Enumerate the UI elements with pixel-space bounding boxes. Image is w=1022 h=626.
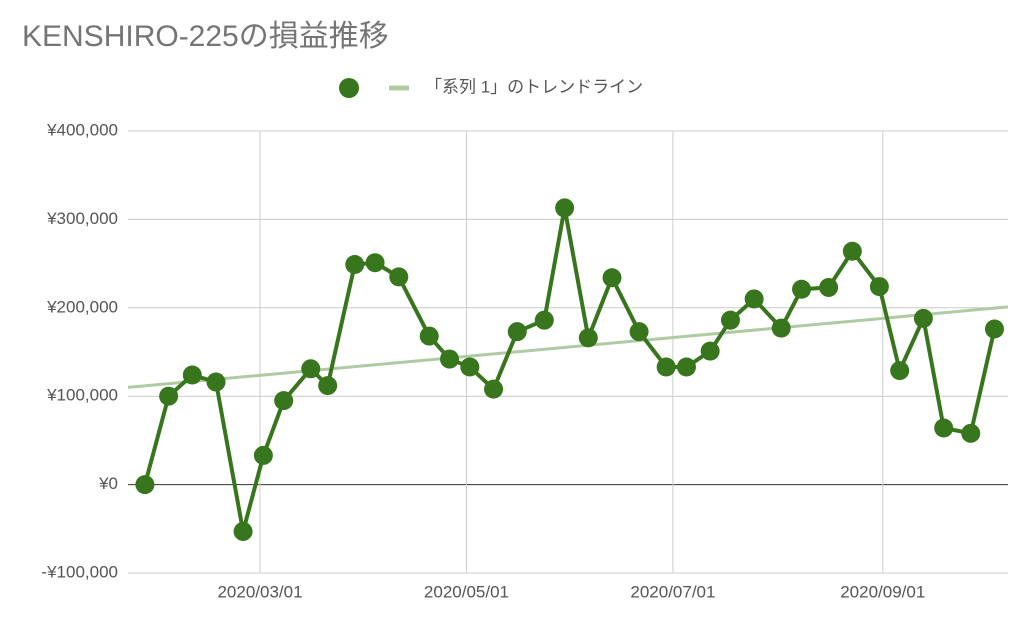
data-point	[233, 521, 253, 541]
data-point	[484, 379, 504, 399]
data-point	[792, 279, 812, 299]
data-point	[913, 308, 933, 328]
data-point	[819, 277, 839, 297]
data-point	[534, 310, 554, 330]
trendline	[127, 305, 1009, 389]
x-tick-label: 2020/05/01	[424, 582, 509, 601]
y-tick-label: ¥300,000	[46, 209, 118, 228]
data-point	[365, 253, 385, 273]
x-tick-label: 2020/03/01	[217, 582, 302, 601]
data-point	[629, 322, 649, 342]
y-tick-label: ¥0	[98, 474, 118, 493]
x-tick-label: 2020/09/01	[840, 582, 925, 601]
y-tick-label: ¥200,000	[46, 297, 118, 316]
data-point	[578, 328, 598, 348]
data-point	[389, 267, 409, 287]
data-point	[842, 241, 862, 261]
data-point	[869, 277, 889, 297]
data-point	[744, 289, 764, 309]
data-point	[345, 254, 365, 274]
data-point	[555, 198, 575, 218]
data-point	[440, 349, 460, 369]
data-point	[890, 361, 910, 381]
data-point	[318, 376, 338, 396]
y-tick-label: ¥400,000	[46, 120, 118, 139]
legend-marker	[339, 78, 359, 98]
series-line	[142, 205, 997, 534]
data-point	[771, 318, 791, 338]
data-point	[984, 319, 1004, 339]
legend-label: 「系列 1」のトレンドライン	[425, 77, 643, 96]
data-point	[961, 423, 981, 443]
chart-title: KENSHIRO-225の損益推移	[22, 20, 389, 53]
data-point	[460, 357, 480, 377]
data-point	[274, 391, 294, 411]
data-point	[934, 418, 954, 438]
data-point	[720, 310, 740, 330]
data-point	[419, 326, 439, 346]
data-point	[182, 365, 202, 385]
data-point	[159, 386, 179, 406]
data-point	[700, 341, 720, 361]
data-point	[135, 475, 155, 495]
y-tick-label: -¥100,000	[41, 562, 118, 581]
y-tick-label: ¥100,000	[46, 386, 118, 405]
x-tick-label: 2020/07/01	[630, 582, 715, 601]
data-point	[676, 357, 696, 377]
data-point	[301, 359, 321, 379]
data-point	[656, 357, 676, 377]
data-point	[602, 268, 622, 288]
data-point	[206, 372, 226, 392]
data-point	[253, 445, 273, 465]
data-point	[507, 322, 527, 342]
